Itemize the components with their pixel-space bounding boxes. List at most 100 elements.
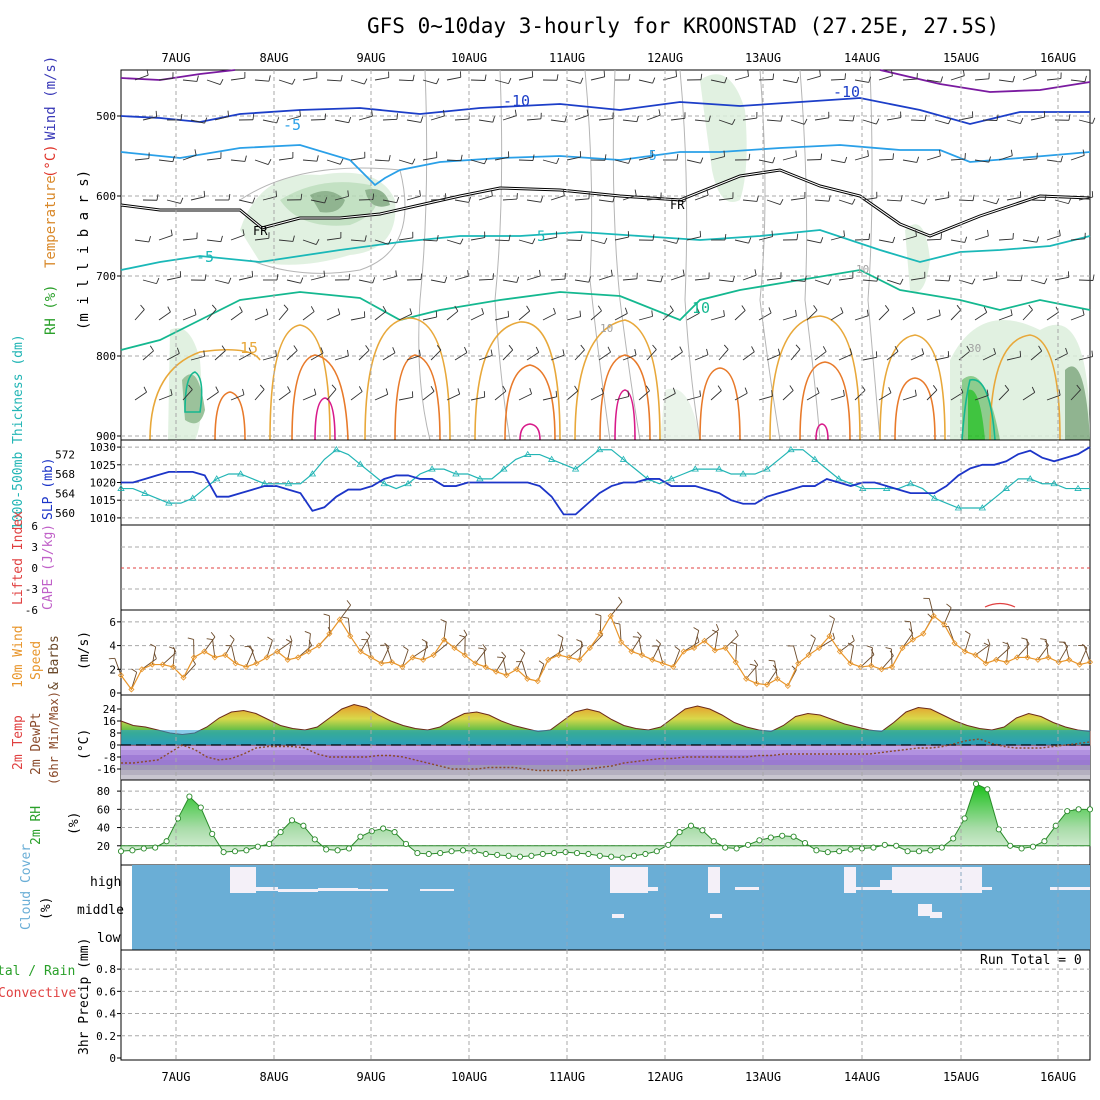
wind10m-marker [170,663,177,670]
rh-label: RH (%) [43,284,59,335]
wind10m-marker [336,616,343,623]
date-label: 11AUG [549,51,585,65]
wind10m-marker [961,648,969,655]
tick-label: 564 [55,487,75,500]
rh2m-markers [117,780,1094,861]
rh2m-marker [357,833,364,840]
wind10m-marker [743,675,750,682]
wind10m-marker [722,644,729,652]
tick-label: 1020 [90,477,117,490]
wind10m-marker [836,648,844,655]
contour-label: -10 [503,92,530,110]
lifted-index-axis: 6 3 0 -3 -6 [25,520,38,617]
rh2m-marker [938,844,945,851]
thickness-marker [284,479,293,487]
wind10m-marker [628,648,635,655]
cloud-label: Cloud Cover [19,844,34,930]
rh2m-marker [744,841,752,848]
rh2m-marker [630,852,638,859]
tick-label: 1010 [90,512,117,525]
date-axis-top: 7AUG 8AUG 9AUG 10AUG 11AUG 12AUG 13AUG 14AUG 15A… [162,51,1077,65]
wind10m-marker [711,647,718,654]
rh2m-marker [425,850,432,858]
surface-temp-contours [149,315,1061,441]
rh2m-marker [391,829,398,836]
precip-total-label: tal / Rain [0,964,75,979]
wind10m-marker [690,644,698,652]
thickness-marker [787,445,795,453]
date-label: 8AUG [260,51,289,65]
rh2m-marker [402,840,410,848]
rh2m-marker [197,804,204,811]
wind10m-marker [524,675,531,682]
rh2m-marker [140,845,147,852]
thickness-marker [595,445,604,453]
contour-label: FR [253,224,268,238]
thickness-line [121,449,1090,509]
thickness-marker [715,465,723,472]
wind10m-marker [847,660,854,667]
tick-label: 4 [109,640,116,653]
wind10m-marker [388,659,395,666]
wind10m-marker [805,651,812,659]
wind10m-marker [951,640,958,647]
wind10m-marker [493,668,500,675]
rh2m-marker [323,846,330,853]
tick-label: 0.6 [96,985,116,998]
wind10m-marker [284,656,291,663]
wind10m-marker [430,651,437,659]
date-label: 16AUG [1040,51,1076,65]
lifted-index-label: Lifted Index [11,511,26,605]
wind10m-marker [180,674,187,681]
rh2m-marker [847,846,854,853]
thickness-marker [332,445,341,453]
rh2m-marker [665,841,672,848]
wind10m-label-2: Speed [29,641,44,680]
temperature-unit-label: (°C) [43,144,59,178]
thickness-marker [404,479,412,487]
tick-label: 20 [97,840,110,853]
rh2m-marker [288,817,296,824]
thickness-marker [906,479,915,487]
wind10m-marker [1024,654,1031,661]
rh2m-marker [927,847,934,854]
wind10m-label-1: 10m Wind [11,625,26,688]
rh2m-marker [129,847,136,854]
rh2m-marker [893,842,900,849]
run-total: Run Total = 0 [980,953,1082,968]
date-label: 14AUG [844,1070,880,1084]
tick-label: 40 [97,822,110,835]
wind10m-marker [513,666,521,673]
thickness-marker [308,470,317,477]
tick-label: 60 [97,803,110,816]
wind10m-marker [315,642,323,649]
rh2m-marker [266,840,273,848]
rh2m-marker [163,838,170,845]
tick-label: 0 [109,1052,116,1065]
wind10m-marker [117,672,125,679]
date-axis-bottom: 7AUG 8AUG 9AUG 10AUG 11AUG 12AUG 13AUG 14AUG 15A… [162,1070,1077,1084]
wind10m-marker [128,686,135,693]
rh2m-marker [653,848,660,855]
wind10m-marker [295,654,302,661]
wind10m-marker [347,633,354,640]
rh2m-marker [573,850,581,857]
thickness-marker [356,460,364,467]
thickness-marker [1002,484,1010,491]
rh2m-marker [380,825,387,832]
rh2m-marker [699,827,706,834]
wind10m-marker [201,648,208,655]
rh2m-marker [1075,806,1082,813]
slp-line [121,446,1091,516]
wind10m-marker [555,651,562,659]
wind10m-marker [190,654,198,661]
slp-label: SLP (mb) [41,457,56,520]
rh2m-marker [972,780,980,787]
cloud-gaps [230,867,1090,918]
cloud-level-middle: middle [77,903,124,918]
precip-conv-label: Convective [0,986,76,1001]
wind10m-marker [1045,654,1052,661]
rh2m-panel: 20 40 60 80 2m RH (%) [29,779,1094,866]
rh2m-marker [459,847,467,854]
